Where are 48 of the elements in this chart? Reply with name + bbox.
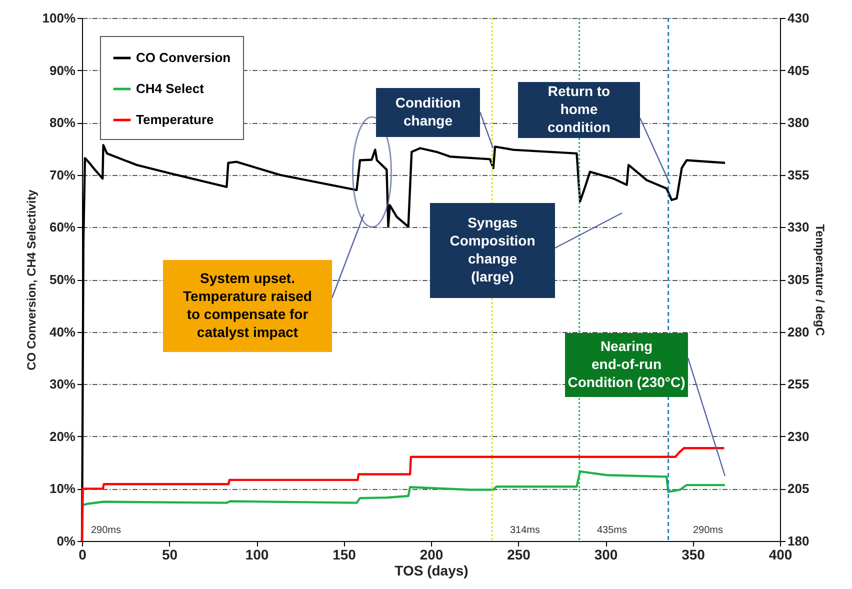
y2-tick-label: 330 [788,220,810,235]
x-axis-title: TOS (days) [394,562,468,578]
y-tick-label: 0% [56,534,76,548]
y-tick-label: 40% [49,324,76,340]
x-tick-label: 150 [332,546,356,562]
y-tick-label: 20% [49,428,76,444]
y2-tick-label: 355 [788,167,810,182]
y-tick-label: 50% [49,272,76,287]
y2-tick-label: 180 [788,534,810,548]
annotation: Syngas Composition change (large) [450,214,536,284]
y2-tick-label: 255 [788,376,810,392]
x-tick-label: 350 [682,546,706,562]
annotation: 290ms [91,525,122,536]
y2-tick-label: 380 [788,115,810,130]
y2-tick-label: 280 [788,324,810,340]
y2-tick-label: 305 [788,272,810,287]
y-axis-title: CO Conversion, CH4 Selectivity [24,189,38,370]
y2-tick-label: 405 [788,62,810,78]
y2-tick-label: 230 [788,428,810,444]
annotation: 290ms [693,525,724,536]
y-tick-label: 70% [49,167,76,182]
annotation: Return to home condition [548,83,610,135]
annotation: Nearing end-of-run Condition (230°C) [568,338,686,390]
legend-label: CO Conversion [136,50,231,65]
y2-axis-title: Temperature / degC [813,224,828,336]
annotation: Condition change [395,94,461,128]
x-tick-label: 0 [78,546,87,562]
x-tick-label: 400 [768,546,792,562]
x-tick-label: 50 [162,546,178,562]
y-tick-label: 80% [49,115,76,130]
annotation: 314ms [510,525,540,536]
x-tick-label: 200 [420,546,444,562]
x-tick-label: 250 [507,546,531,562]
y-tick-label: 100% [42,10,76,26]
y2-tick-label: 430 [788,10,810,26]
annotation: 435ms [597,525,628,536]
legend-label: CH4 Select [136,81,205,96]
x-tick-label: 300 [594,546,618,562]
legend-label: Temperature [136,112,214,127]
y-tick-label: 60% [49,220,76,235]
x-tick-label: 100 [245,546,269,562]
y-tick-label: 30% [49,376,76,392]
line-series [80,447,726,542]
y-tick-label: 10% [49,481,76,496]
y2-tick-label: 205 [788,481,810,496]
annotation: System upset. Temperature raised to compensate for catalyst impact [183,270,312,340]
line-series [82,470,726,506]
y-tick-label: 90% [49,62,76,78]
